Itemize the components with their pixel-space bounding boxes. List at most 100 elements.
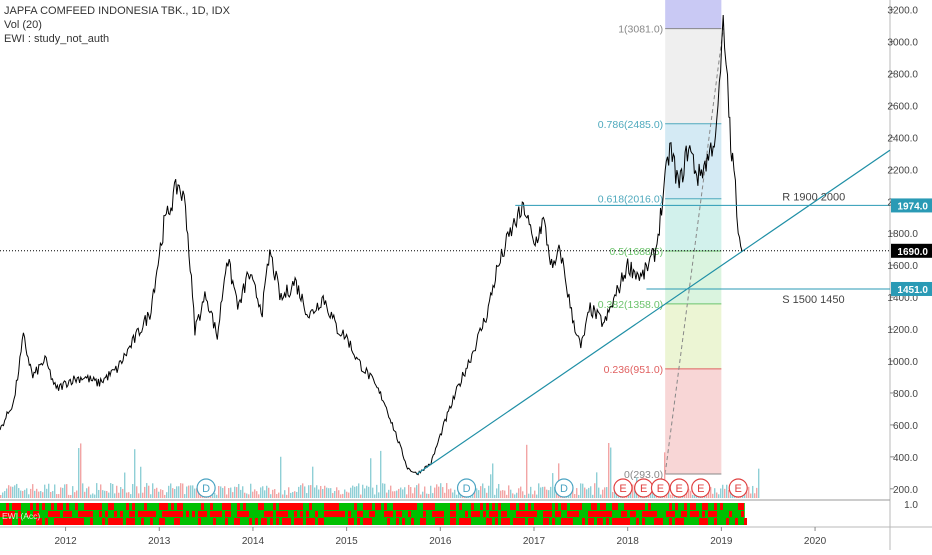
ewi-cell [300,511,303,517]
ewi-cell [396,511,399,517]
trendline[interactable] [416,149,891,475]
dividend-marker[interactable] [456,478,477,498]
ewi-cell [693,503,696,510]
ewi-cell [744,518,747,525]
ewi-cell [294,511,297,517]
price-line [0,14,743,476]
ewi-cell [660,518,663,525]
ewi-cell [225,503,228,510]
volume-bar [314,487,316,498]
ewi-cell [741,511,744,517]
ewi-cell [177,503,180,510]
ewi-cell [108,503,111,510]
ewi-cell [264,518,267,525]
volume-legend[interactable]: Vol (20) [4,19,42,31]
volume-bar [232,492,234,498]
earnings-marker[interactable] [728,478,748,498]
dividend-marker[interactable] [196,478,216,498]
ewi-cell [150,511,153,517]
ewi-cell [375,503,378,510]
ewi-cell [324,503,327,510]
last-price-badge[interactable] [891,243,932,258]
earnings-marker[interactable] [613,478,633,498]
fibonacci-retracement[interactable]: 1(3081.0) 0.786(2485.0) 0.618(2016.0) 0.5(1… [598,0,724,481]
ewi-cell [18,511,21,517]
ewi-cell [408,511,411,517]
volume-bar [90,494,92,498]
dividend-marker[interactable] [554,478,574,498]
ewi-cell [330,511,333,517]
ewi-cell [255,518,258,525]
ewi-cell [30,503,33,510]
volume-bar [394,491,396,498]
ewi-cell [270,518,273,525]
earnings-marker[interactable] [669,478,689,498]
x-tick-label: 2016 [429,536,452,547]
ewi-cell [453,503,456,510]
volume-bar [98,489,100,498]
volume-bar [448,489,450,498]
ewi-cell [612,503,615,510]
ewi-cell [87,503,90,510]
ewi-cell [735,518,738,525]
volume-bar [282,494,284,498]
ewi-legend[interactable]: EWI : study_not_auth [4,33,110,45]
ewi-cell [543,503,546,510]
ewi-cell [90,511,93,517]
volume-bar [288,487,290,498]
ewi-cell [75,518,78,525]
dividend-marker-label: D [560,483,568,495]
volume-bar [20,490,22,498]
drawing-lines[interactable]: R 1900 2000 S 1500 1450 [0,149,891,475]
ewi-cell [66,511,69,517]
ewi-cell [3,511,6,517]
ewi-cell [120,511,123,517]
fib-band [665,251,722,304]
ewi-cell [93,503,96,510]
volume-bar [182,483,184,498]
volume-bar [548,490,550,498]
volume-bar [244,492,246,498]
ewi-cell [318,518,321,525]
ewi-cell [144,511,147,517]
volume-bar [108,492,110,498]
volume-bar [30,488,32,498]
volume-bar [578,494,580,498]
volume-bar [614,488,616,498]
ewi-cell [453,518,456,525]
ewi-cell [591,503,594,510]
ewi-cell [87,511,90,517]
volume-bar [16,483,18,498]
ewi-cell [729,511,732,517]
ewi-cell [141,511,144,517]
earnings-marker[interactable] [691,478,711,498]
ewi-cell [702,518,705,525]
ewi-cell [675,503,678,510]
ewi-cell [324,511,327,517]
ewi-cell [57,518,60,525]
earnings-marker[interactable] [650,478,671,498]
ewi-cell [282,518,285,525]
earnings-marker-label: E [676,483,683,495]
ewi-cell [672,511,675,517]
fib-band [665,303,722,369]
volume-bar [606,487,608,498]
volume-bar [396,490,398,498]
symbol-title[interactable]: JAPFA COMFEED INDONESIA TBK., 1D, IDX [4,5,230,17]
volume-bar [376,484,378,498]
ewi-cell [627,518,630,525]
volume-bar [62,487,64,498]
ewi-cell [33,511,36,517]
ewi-cell [726,518,729,525]
volume-bar [10,486,12,498]
fib-band [665,198,722,252]
ewi-cell [573,511,576,517]
ewi-cell [474,511,477,517]
support-price-badge[interactable] [891,281,932,296]
ewi-cell [366,518,369,525]
resistance-price-badge[interactable] [891,198,932,213]
